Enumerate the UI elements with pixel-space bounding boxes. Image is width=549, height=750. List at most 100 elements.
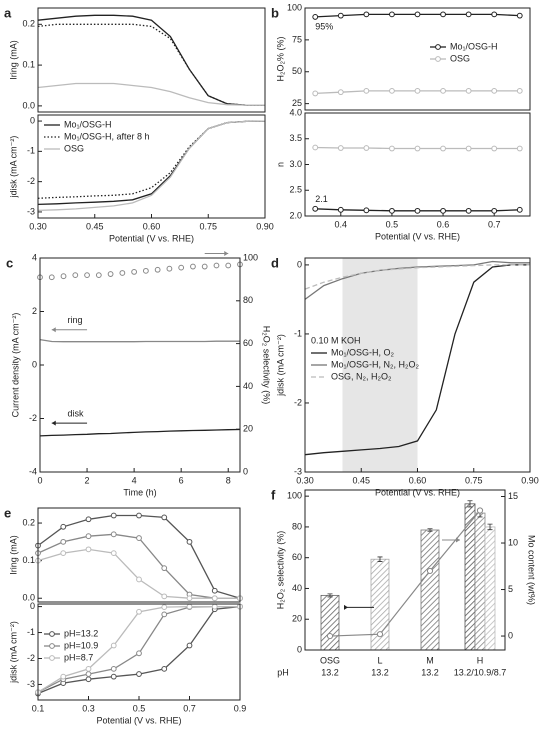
data-point: [414, 87, 421, 94]
data-point: [465, 11, 472, 18]
legend-label: pH=10.9: [64, 640, 98, 650]
series-line: [304, 264, 530, 290]
data-point: [213, 262, 220, 269]
legend-marker: [435, 44, 441, 50]
data-point: [363, 11, 370, 18]
data-point: [60, 550, 67, 557]
data-point: [95, 272, 102, 279]
x-tick-label: 0.60: [409, 475, 427, 485]
legend-label: OSG, N₂, H₂O₂: [331, 371, 392, 381]
legend-label: Mo₁/OSG-H: [450, 41, 498, 51]
x-tick-label: M: [426, 655, 434, 665]
data-point: [516, 87, 523, 94]
y2-tick-label: 5: [508, 584, 513, 594]
data-point: [465, 145, 472, 152]
arrow-head: [224, 250, 229, 256]
y-tick-label: -4: [29, 466, 37, 476]
x-axis-label: Time (h): [123, 487, 156, 497]
y2-tick-label: 20: [243, 424, 253, 434]
y-tick-label: 2.0: [289, 210, 302, 220]
y-tick-label: 0.1: [22, 555, 35, 565]
shaded-region: [342, 258, 418, 472]
data-point: [363, 87, 370, 94]
y-tick-label: 0.1: [22, 59, 35, 69]
x-tick-label: 0.60: [143, 221, 161, 231]
y2-tick-label: 40: [243, 381, 253, 391]
y-tick-label: -2: [294, 397, 302, 407]
data-point: [440, 11, 446, 18]
panel-label: b: [271, 5, 279, 20]
panel-label: e: [4, 505, 11, 520]
y-tick-label: -1: [27, 627, 35, 637]
annotation: 2.1: [315, 194, 328, 204]
y2-tick-label: 10: [508, 537, 518, 547]
y-tick-label: 100: [287, 2, 302, 12]
y2-axis-label: Mo content (wt%): [527, 535, 537, 605]
data-point: [516, 12, 523, 19]
y-tick-label: 40: [292, 583, 302, 593]
data-point: [85, 516, 92, 523]
arrow-head: [51, 420, 56, 426]
y-tick-label: 3.5: [289, 133, 302, 143]
data-point: [211, 595, 218, 602]
plot-frame: [37, 7, 266, 113]
y-tick-label: 4.0: [289, 107, 302, 117]
y-tick-label: 0.0: [22, 100, 35, 110]
y-tick-label: 0.2: [22, 19, 35, 29]
y-tick-label: -3: [27, 679, 35, 689]
data-point: [85, 546, 92, 553]
data-point: [211, 603, 218, 610]
panel-label: a: [4, 5, 12, 20]
series-line: [37, 23, 265, 106]
y-axis-label: Current density (mA cm⁻²): [10, 313, 20, 418]
y-tick-label: -1: [294, 328, 302, 338]
plot-frame: [304, 112, 531, 217]
arrow-head: [456, 537, 460, 543]
y-tick-label: 25: [292, 98, 302, 108]
y2-tick-label: 0: [243, 466, 248, 476]
ph-label: 13.2/10.9/8.7: [454, 667, 507, 677]
error-bar: [467, 500, 473, 508]
y-tick-label: 0: [30, 601, 35, 611]
x-tick-label: 4: [132, 475, 137, 485]
plot-frame: [304, 7, 531, 111]
series-line: [39, 338, 240, 343]
data-point: [110, 642, 117, 649]
x-tick-label: 0: [37, 475, 42, 485]
y-tick-label: 50: [292, 66, 302, 76]
legend-label: Mo₁/OSG-H, after 8 h: [64, 131, 150, 141]
x-tick-label: 0.4: [335, 219, 348, 229]
x-axis-label: Potential (V vs. RHE): [375, 487, 460, 497]
x-tick-label: 0.6: [437, 219, 450, 229]
legend-label: pH=13.2: [64, 628, 98, 638]
data-point: [186, 603, 193, 610]
plot-frame: [37, 603, 241, 701]
mo-point: [326, 632, 334, 640]
error-bar: [427, 528, 433, 532]
legend-marker: [49, 643, 55, 649]
ph-label: 13.2: [371, 667, 389, 677]
y-tick-label: -3: [294, 466, 302, 476]
data-point: [491, 145, 498, 152]
data-point: [186, 538, 193, 545]
x-tick-label: 0.75: [465, 475, 483, 485]
error-bar: [327, 593, 333, 598]
data-point: [491, 11, 498, 18]
data-point: [84, 272, 90, 279]
y2-tick-label: 0: [508, 630, 513, 640]
data-point: [85, 665, 92, 672]
x-tick-label: 0.30: [296, 475, 314, 485]
data-point: [211, 587, 218, 594]
x-tick-label: OSG: [320, 655, 340, 665]
y-tick-label: -3: [27, 206, 35, 216]
annotation: 95%: [315, 21, 333, 31]
mo-point: [376, 631, 384, 638]
data-point: [389, 207, 395, 214]
y-tick-label: 0: [297, 644, 302, 654]
y-tick-label: 0.2: [22, 517, 35, 527]
series-line: [37, 120, 266, 212]
legend-label: Mo₁/OSG-H, O₂: [331, 347, 395, 357]
data-point: [440, 145, 446, 152]
data-point: [363, 145, 370, 151]
